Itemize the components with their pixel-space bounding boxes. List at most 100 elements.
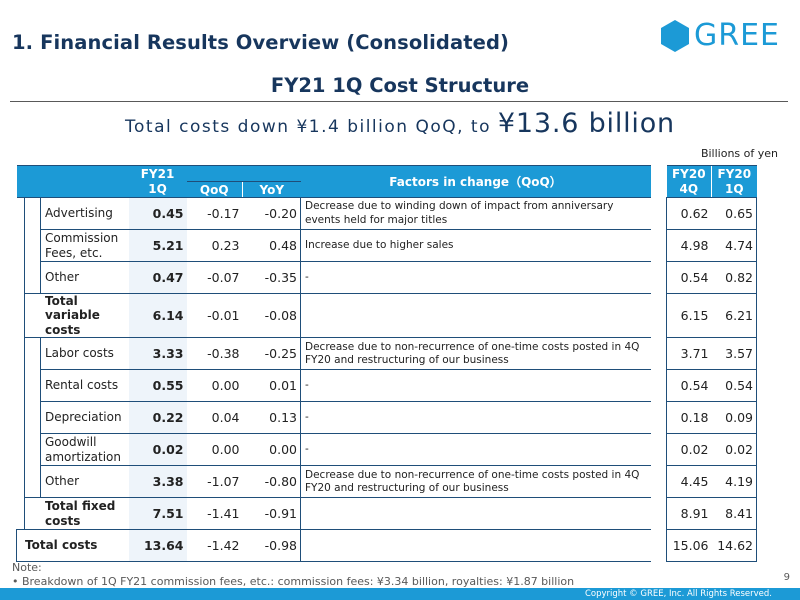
row-label: Labor costs (40, 337, 129, 371)
row-yoy: -0.08 (242, 292, 301, 339)
row-factor: - (300, 369, 651, 403)
row-factor: - (300, 433, 651, 467)
hexagon-logo-icon (661, 20, 689, 52)
row-fy20-1q: 0.02 (711, 433, 757, 467)
row-fy21-1q: 0.22 (128, 401, 187, 435)
table-row: Other 0.47 -0.07 -0.35 - 0.54 0.82 (16, 261, 757, 294)
row-label: Rental costs (40, 369, 129, 403)
header-change-spacer (186, 165, 301, 182)
row-qoq: 0.00 (186, 369, 243, 403)
row-factor: Decrease due to winding down of impact f… (300, 197, 651, 230)
table-row: Commission Fees, etc. 5.21 0.23 0.48 Inc… (16, 229, 757, 262)
row-fy20-4q: 15.06 (666, 529, 712, 563)
row-qoq: -1.42 (186, 529, 243, 563)
row-fy21-1q: 0.45 (128, 197, 187, 230)
row-fy21-1q: 0.02 (128, 433, 187, 467)
row-fy20-1q: 0.54 (711, 369, 757, 403)
slide-title: FY21 1Q Cost Structure (270, 74, 530, 97)
row-qoq: 0.00 (186, 433, 243, 467)
gree-logo: GREE (661, 18, 781, 54)
row-yoy: -0.91 (242, 497, 301, 531)
row-qoq: -0.17 (186, 197, 243, 230)
units-label: Billions of yen (700, 147, 778, 160)
row-factor (300, 292, 651, 339)
row-fy20-1q: 3.57 (711, 337, 757, 371)
table-row: Depreciation 0.22 0.04 0.13 - 0.18 0.09 (16, 401, 757, 435)
row-fy20-1q: 0.65 (711, 197, 757, 230)
header-blank (16, 165, 129, 198)
row-fy20-1q: 14.62 (711, 529, 757, 563)
header-qoq: QoQ (186, 181, 243, 198)
row-label: Total variable costs (24, 292, 129, 339)
subtitle-amount: ¥13.6 billion (497, 108, 675, 139)
row-fy20-4q: 0.54 (666, 369, 712, 403)
header-factors: Factors in change（QoQ） (300, 165, 651, 198)
row-label: Other (40, 465, 129, 499)
row-fy20-4q: 0.02 (666, 433, 712, 467)
row-qoq: -0.07 (186, 261, 243, 294)
row-yoy: -0.25 (242, 337, 301, 371)
row-fy20-1q: 4.74 (711, 229, 757, 262)
copyright-text: Copyright © GREE, Inc. All Rights Reserv… (584, 589, 772, 599)
table-row: Rental costs 0.55 0.00 0.01 - 0.54 0.54 (16, 369, 757, 403)
row-fy20-4q: 4.98 (666, 229, 712, 262)
row-qoq: 0.04 (186, 401, 243, 435)
row-label: Other (40, 261, 129, 294)
row-fy20-1q: 6.21 (711, 292, 757, 339)
row-yoy: 0.01 (242, 369, 301, 403)
header-fy20-1q: FY20 1Q (711, 165, 757, 198)
table-row: Labor costs 3.33 -0.38 -0.25 Decrease du… (16, 337, 757, 371)
footnote: Note: • Breakdown of 1Q FY21 commission … (12, 561, 574, 590)
page-number: 9 (783, 572, 790, 583)
row-fy20-4q: 6.15 (666, 292, 712, 339)
row-yoy: -0.20 (242, 197, 301, 230)
row-fy21-1q: 3.38 (128, 465, 187, 499)
row-yoy: -0.80 (242, 465, 301, 499)
row-factor: - (300, 261, 651, 294)
row-factor: - (300, 401, 651, 435)
row-fy21-1q: 13.64 (128, 529, 187, 563)
logo-text: GREE (694, 18, 781, 53)
row-fy21-1q: 0.47 (128, 261, 187, 294)
row-yoy: 0.13 (242, 401, 301, 435)
row-factor: Decrease due to non-recurrence of one-ti… (300, 337, 651, 371)
row-label: Commission Fees, etc. (40, 229, 129, 262)
title-divider (10, 101, 788, 102)
note-heading: Note: (12, 561, 42, 574)
row-fy20-1q: 4.19 (711, 465, 757, 499)
note-text: • Breakdown of 1Q FY21 commission fees, … (12, 575, 575, 589)
row-fy20-4q: 0.54 (666, 261, 712, 294)
row-fy20-4q: 4.45 (666, 465, 712, 499)
header-yoy: YoY (242, 181, 301, 198)
row-yoy: 0.00 (242, 433, 301, 467)
slide-subtitle: Total costs down ¥1.4 billion QoQ, to ¥1… (0, 108, 800, 139)
row-qoq: -1.41 (186, 497, 243, 531)
row-fy21-1q: 6.14 (128, 292, 187, 339)
header-fy21-1q: FY21 1Q (128, 165, 187, 198)
row-qoq: -0.38 (186, 337, 243, 371)
row-factor: Decrease due to non-recurrence of one-ti… (300, 465, 651, 499)
table-row: Other 3.38 -1.07 -0.80 Decrease due to n… (16, 465, 757, 499)
subtitle-prefix: Total costs down ¥1.4 billion QoQ, to (125, 117, 498, 137)
row-fy20-4q: 8.91 (666, 497, 712, 531)
row-fy21-1q: 0.55 (128, 369, 187, 403)
cost-structure-table: FY21 1Q Factors in change（QoQ） FY20 4Q F… (16, 165, 757, 563)
row-label: Advertising (40, 197, 129, 230)
section-title: 1. Financial Results Overview (Consolida… (12, 31, 510, 54)
table-row: Goodwill amortization 0.02 0.00 0.00 - 0… (16, 433, 757, 467)
row-fy21-1q: 7.51 (128, 497, 187, 531)
table-row-subtotal: Total variable costs 6.14 -0.01 -0.08 6.… (16, 292, 757, 339)
row-fy21-1q: 3.33 (128, 337, 187, 371)
row-label: Depreciation (40, 401, 129, 435)
header-fy20-4q: FY20 4Q (666, 165, 712, 198)
row-fy21-1q: 5.21 (128, 229, 187, 262)
row-label: Total fixed costs (24, 497, 129, 531)
row-factor: Increase due to higher sales (300, 229, 651, 262)
row-factor (300, 497, 651, 531)
table-row: Advertising 0.45 -0.17 -0.20 Decrease du… (16, 197, 757, 230)
row-qoq: -0.01 (186, 292, 243, 339)
row-label: Total costs (16, 529, 129, 563)
footer-bar: Copyright © GREE, Inc. All Rights Reserv… (0, 588, 800, 600)
row-qoq: -1.07 (186, 465, 243, 499)
table-row-subtotal: Total fixed costs 7.51 -1.41 -0.91 8.91 … (16, 497, 757, 531)
